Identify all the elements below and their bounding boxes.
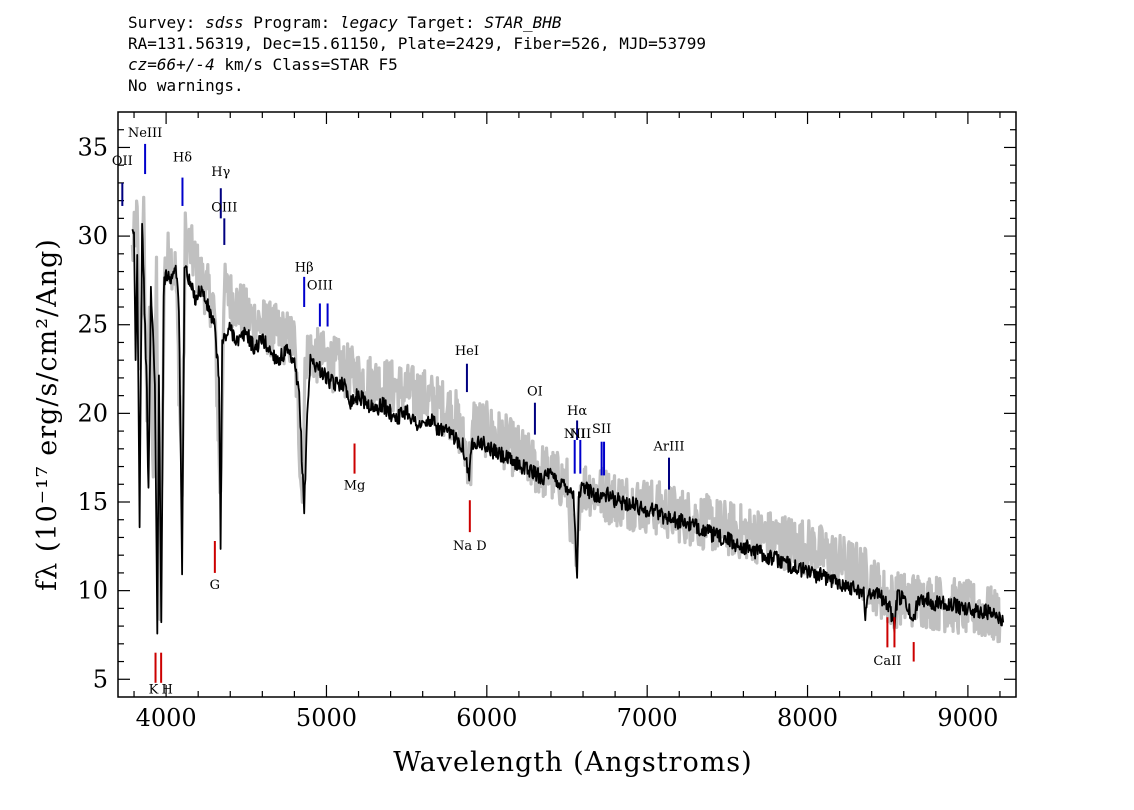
class-value: km/s Class=STAR F5: [214, 55, 398, 74]
line-marker-label: OIII: [307, 278, 333, 293]
y-axis-title: fλ (10⁻¹⁷ erg/s/cm²/Ang): [32, 238, 63, 591]
line-marker-label: G: [210, 578, 220, 593]
line-marker-label: NII: [564, 427, 586, 442]
x-tick-label: 5000: [296, 704, 357, 732]
y-tick-label: 25: [77, 311, 108, 339]
flux-series: [131, 222, 1005, 635]
line-marker-label: CaII: [873, 654, 901, 669]
x-tick-label: 9000: [937, 704, 998, 732]
line-marker-label: HeI: [455, 344, 479, 359]
line-marker-label: K: [149, 682, 159, 697]
header-line-coords: RA=131.56319, Dec=15.61150, Plate=2429, …: [128, 34, 706, 53]
program-label: Program:: [243, 13, 340, 32]
header-line-redshift: cz=66+/-4 km/s Class=STAR F5: [128, 54, 1028, 75]
line-marker-label: Hγ: [211, 165, 230, 180]
y-tick-label: 30: [77, 222, 108, 250]
x-tick-label: 4000: [136, 704, 197, 732]
y-tick-label: 10: [77, 577, 108, 605]
x-tick-label: 6000: [456, 704, 517, 732]
line-marker-label: OIII: [211, 200, 237, 215]
target-value: STAR_BHB: [484, 13, 562, 32]
line-marker-label: OII: [112, 154, 133, 169]
survey-value: sdss: [205, 13, 244, 32]
x-axis-title: Wavelength (Angstroms): [393, 747, 752, 778]
target-label: Target:: [397, 13, 485, 32]
flux-error-series: [130, 195, 1002, 644]
line-marker-label: Hα: [567, 404, 587, 419]
line-marker-label: Mg: [344, 479, 366, 494]
line-marker-label: Hδ: [173, 151, 192, 166]
y-tick-label: 20: [77, 399, 108, 427]
line-marker-label: NII: [569, 427, 591, 442]
y-tick-label: 15: [77, 488, 108, 516]
line-marker-label: SII: [592, 422, 611, 437]
line-marker-label: OI: [527, 385, 543, 400]
redshift-value: cz=66+/-4: [128, 55, 215, 74]
x-tick-label: 8000: [777, 704, 838, 732]
line-marker-label: H: [161, 682, 172, 697]
line-marker-label: NeIII: [128, 126, 162, 141]
plot-frame: [117, 111, 1017, 698]
x-tick-label: 7000: [617, 704, 678, 732]
survey-label: Survey:: [128, 13, 206, 32]
header-line-survey: Survey: sdss Program: legacy Target: STA…: [128, 12, 1028, 33]
y-tick-label: 35: [77, 133, 108, 161]
header-line-warnings: No warnings.: [128, 76, 244, 95]
line-marker-label: Hβ: [295, 261, 314, 276]
line-marker-label: Na D: [453, 539, 487, 554]
y-tick-label: 5: [93, 665, 108, 693]
program-value: legacy: [339, 13, 398, 32]
line-marker-label: ArIII: [652, 440, 684, 455]
spectrum-header: Survey: sdss Program: legacy Target: STA…: [128, 12, 1028, 96]
